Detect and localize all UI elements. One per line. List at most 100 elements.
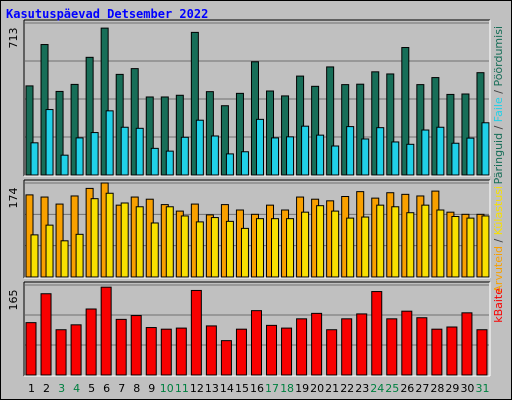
x-tick-label-7: 7 (118, 382, 125, 395)
x-tick-label-21: 21 (325, 382, 339, 395)
x-tick-label-29: 29 (445, 382, 459, 395)
x-tick-label-8: 8 (133, 382, 140, 395)
bar-hits-faile-19 (301, 125, 310, 176)
series-label-part: Pöördumisi (492, 26, 505, 87)
bar-hits-päringuid-7 (115, 73, 124, 176)
bar-visits-külastusi-16 (255, 218, 264, 278)
x-tick-label-2: 2 (43, 382, 50, 395)
bar-hits-faile-9 (150, 147, 159, 176)
bar-hits-päringuid-8 (130, 68, 139, 176)
bar-visits-külastusi-29 (451, 215, 460, 278)
series-label-part: / (492, 122, 505, 133)
bar-kbytes-kbaite-29 (446, 326, 458, 376)
bar-hits-päringuid-1 (25, 85, 34, 176)
bar-hits-faile-10 (165, 150, 174, 176)
bar-visits-külastusi-4 (75, 233, 84, 278)
bar-visits-külastusi-8 (135, 206, 144, 278)
bar-hits-päringuid-24 (371, 71, 380, 176)
bar-hits-faile-26 (406, 143, 415, 176)
x-tick-label-15: 15 (235, 382, 249, 395)
bar-hits-faile-13 (210, 135, 219, 176)
bar-visits-külastusi-11 (180, 215, 189, 278)
series-label-part: Päringuid (492, 133, 505, 184)
bar-visits-külastusi-24 (376, 204, 385, 278)
x-tick-label-14: 14 (220, 382, 234, 395)
bar-hits-päringuid-19 (296, 75, 305, 176)
bar-visits-külastusi-19 (301, 211, 310, 278)
bar-hits-päringuid-28 (431, 77, 440, 176)
x-tick-label-5: 5 (88, 382, 95, 395)
x-tick-label-24: 24 (370, 382, 384, 395)
bar-hits-faile-7 (120, 126, 129, 176)
bar-kbytes-kbaite-9 (145, 327, 157, 376)
bar-hits-faile-27 (421, 129, 430, 176)
x-tick-label-10: 10 (160, 382, 174, 395)
series-label-part: Faile (492, 97, 505, 122)
bar-kbytes-kbaite-20 (311, 312, 323, 376)
bar-hits-faile-23 (361, 138, 370, 176)
series-label-part: Arvuteid (492, 246, 505, 293)
bar-hits-päringuid-12 (190, 31, 199, 176)
bar-visits-külastusi-6 (105, 192, 114, 278)
bar-visits-külastusi-25 (391, 206, 400, 278)
x-tick-label-3: 3 (58, 382, 65, 395)
x-tick-label-9: 9 (148, 382, 155, 395)
bar-hits-faile-24 (376, 127, 385, 176)
bar-visits-külastusi-26 (406, 212, 415, 278)
bar-hits-faile-16 (255, 118, 264, 176)
series-label-hits: Päringuid / Faile / Pöördumisi (492, 26, 505, 184)
bar-hits-faile-2 (45, 109, 54, 176)
bar-kbytes-kbaite-1 (25, 322, 37, 376)
x-tick-label-20: 20 (310, 382, 324, 395)
bar-hits-päringuid-3 (55, 90, 64, 176)
bar-visits-külastusi-10 (165, 206, 174, 278)
bar-kbytes-kbaite-11 (175, 327, 187, 376)
bar-kbytes-kbaite-26 (401, 310, 413, 376)
bar-visits-külastusi-7 (120, 202, 129, 278)
bar-hits-faile-28 (436, 126, 445, 176)
x-tick-label-11: 11 (175, 382, 189, 395)
bar-kbytes-kbaite-12 (190, 289, 202, 376)
x-tick-label-1: 1 (28, 382, 35, 395)
bar-kbytes-kbaite-18 (281, 327, 293, 376)
bar-hits-faile-20 (316, 134, 325, 176)
ymax-label-visits: 174 (7, 188, 20, 209)
bar-kbytes-kbaite-27 (416, 317, 428, 376)
bar-hits-faile-18 (286, 136, 295, 176)
bar-kbytes-kbaite-8 (130, 315, 142, 376)
x-tick-label-17: 17 (265, 382, 279, 395)
bar-visits-külastusi-31 (481, 215, 490, 278)
x-tick-label-23: 23 (355, 382, 369, 395)
bar-hits-päringuid-17 (266, 90, 275, 176)
bar-kbytes-kbaite-2 (40, 293, 52, 376)
bar-kbytes-kbaite-10 (160, 328, 172, 376)
bar-hits-faile-21 (331, 145, 340, 176)
bar-hits-faile-4 (75, 137, 84, 176)
bar-kbytes-kbaite-16 (250, 310, 262, 376)
bar-visits-külastusi-28 (436, 209, 445, 278)
bar-hits-päringuid-9 (145, 96, 154, 176)
series-label-part: Külastusi (492, 186, 505, 235)
bar-hits-päringuid-10 (160, 96, 169, 176)
bar-hits-päringuid-29 (446, 93, 455, 176)
bar-hits-päringuid-30 (461, 93, 470, 176)
bar-hits-päringuid-25 (386, 73, 395, 176)
x-tick-label-13: 13 (205, 382, 219, 395)
bar-hits-päringuid-14 (220, 105, 229, 176)
x-tick-label-6: 6 (103, 382, 110, 395)
bar-hits-faile-5 (90, 132, 99, 176)
bar-kbytes-kbaite-28 (431, 328, 443, 376)
bar-kbytes-kbaite-25 (386, 318, 398, 376)
bar-kbytes-kbaite-23 (356, 313, 368, 376)
bar-kbytes-kbaite-3 (55, 329, 67, 376)
bar-visits-külastusi-27 (421, 204, 430, 278)
bar-visits-külastusi-23 (361, 216, 370, 278)
bar-kbytes-kbaite-22 (341, 318, 353, 376)
ymax-label-kbytes: 165 (7, 290, 20, 311)
bar-hits-faile-14 (225, 153, 234, 176)
bar-hits-päringuid-20 (311, 85, 320, 176)
x-tick-label-27: 27 (415, 382, 429, 395)
x-tick-label-25: 25 (385, 382, 399, 395)
bar-kbytes-kbaite-4 (70, 324, 82, 376)
